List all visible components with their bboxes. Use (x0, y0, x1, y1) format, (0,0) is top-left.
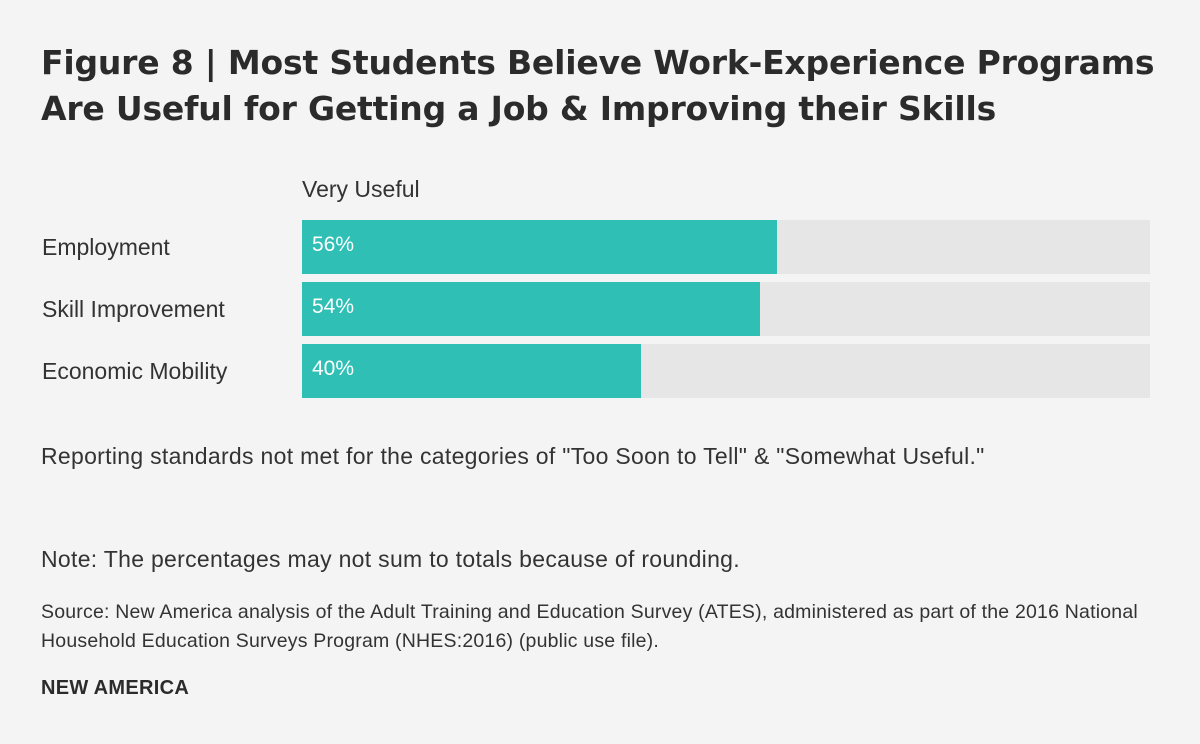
bar: 40% (302, 344, 642, 398)
bar-value-label: 54% (312, 295, 355, 318)
rounding-note: Note: The percentages may not sum to tot… (41, 546, 740, 572)
chart-title: Figure 8 | Most Students Believe Work-Ex… (41, 43, 1155, 128)
bar-row: Skill Improvement 54% (0, 282, 1200, 336)
brand-logo-text: NEW AMERICA (41, 677, 190, 699)
bar-value-label: 56% (312, 233, 355, 256)
category-label: Skill Improvement (42, 296, 225, 322)
series-label: Very Useful (302, 176, 420, 202)
source-note: Source: New America analysis of the Adul… (41, 601, 1138, 652)
bar: 56% (302, 220, 777, 274)
bar-track: 40% (302, 344, 1150, 398)
bar-row: Economic Mobility 40% (0, 344, 1200, 398)
bar-track: 56% (302, 220, 1150, 274)
bar: 54% (302, 282, 760, 336)
category-label: Economic Mobility (42, 358, 228, 384)
bar-track: 54% (302, 282, 1150, 336)
reporting-note: Reporting standards not met for the cate… (41, 443, 985, 469)
bar-row: Employment 56% (0, 220, 1200, 274)
bar-value-label: 40% (312, 357, 355, 380)
category-label: Employment (42, 234, 170, 260)
